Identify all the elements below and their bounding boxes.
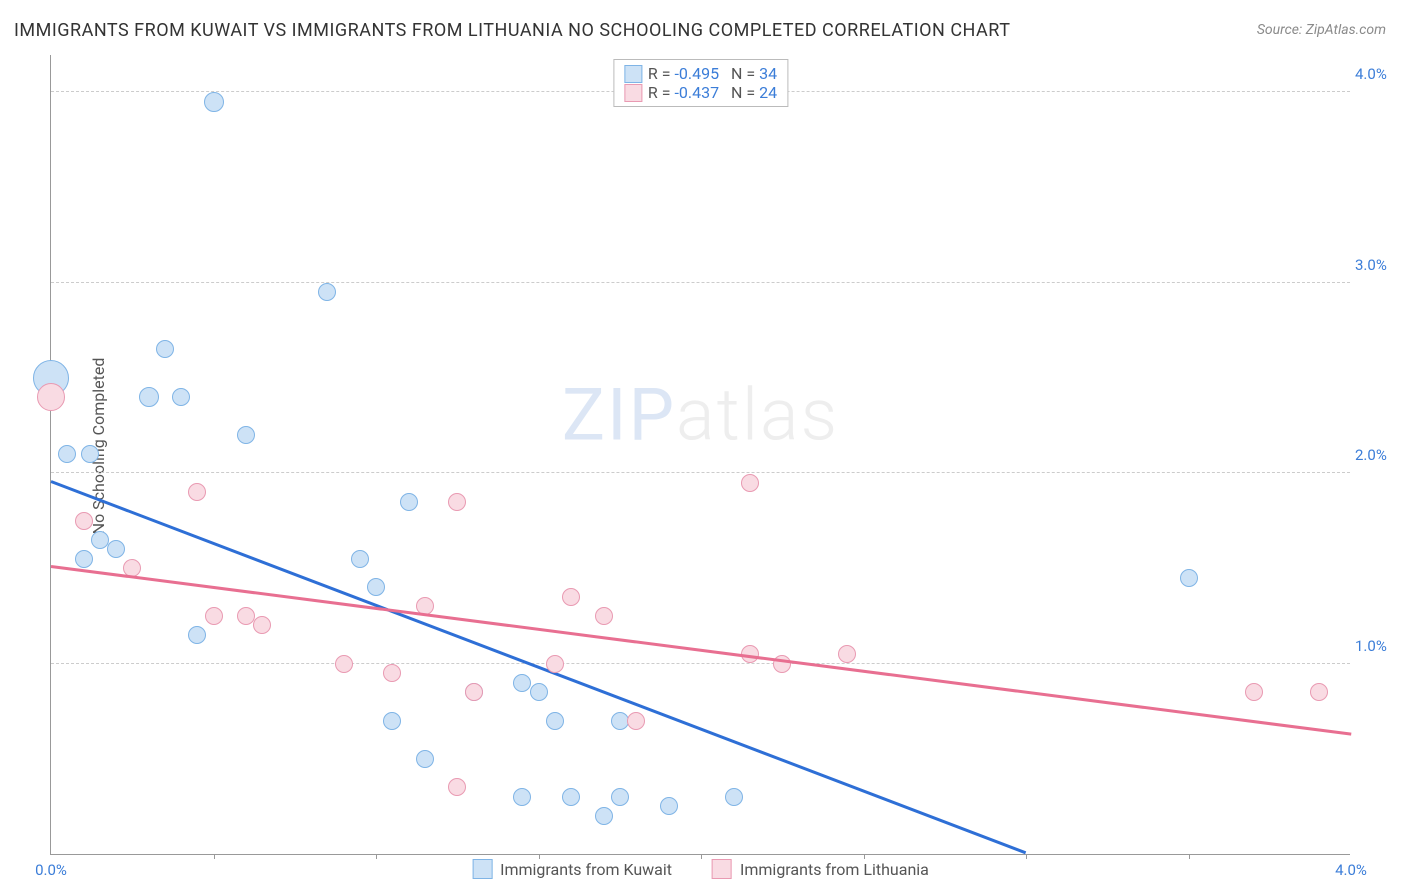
data-point [351, 550, 369, 568]
data-point [595, 607, 613, 625]
legend-correlation: R = -0.495 N = 34R = -0.437 N = 24 [613, 59, 788, 107]
data-point [75, 550, 93, 568]
y-tick-label: 1.0% [1355, 637, 1400, 655]
data-point [205, 607, 223, 625]
data-point [562, 588, 580, 606]
gridline-h [51, 663, 1350, 664]
chart-title: IMMIGRANTS FROM KUWAIT VS IMMIGRANTS FRO… [14, 20, 1010, 41]
legend-correlation-text: R = -0.495 N = 34 [648, 64, 777, 83]
data-point [81, 445, 99, 463]
data-point [530, 683, 548, 701]
legend-swatch [472, 859, 492, 879]
data-point [448, 493, 466, 511]
data-point [400, 493, 418, 511]
y-tick-label: 3.0% [1355, 256, 1400, 274]
x-tick-label: 4.0% [1335, 861, 1367, 879]
data-point [318, 283, 336, 301]
watermark-zip: ZIP [562, 372, 676, 457]
data-point [383, 712, 401, 730]
data-point [107, 540, 125, 558]
data-point [513, 788, 531, 806]
data-point [58, 445, 76, 463]
legend-correlation-text: R = -0.437 N = 24 [648, 83, 777, 102]
source-attribution: Source: ZipAtlas.com [1257, 22, 1386, 38]
data-point [139, 387, 159, 407]
x-tick-label: 0.0% [35, 861, 67, 879]
data-point [253, 616, 271, 634]
trend-line [50, 480, 1026, 854]
data-point [627, 712, 645, 730]
data-point [237, 607, 255, 625]
y-tick-label: 2.0% [1355, 446, 1400, 464]
data-point [172, 388, 190, 406]
legend-swatch [624, 84, 642, 102]
legend-swatch [712, 859, 732, 879]
data-point [1245, 683, 1263, 701]
data-point [546, 712, 564, 730]
x-minor-tick [1026, 854, 1027, 859]
x-minor-tick [214, 854, 215, 859]
gridline-h [51, 282, 1350, 283]
x-minor-tick [1189, 854, 1190, 859]
data-point [91, 531, 109, 549]
data-point [562, 788, 580, 806]
legend-series-item: Immigrants from Lithuania [712, 859, 929, 879]
data-point [188, 626, 206, 644]
data-point [37, 383, 65, 411]
data-point [75, 512, 93, 530]
chart-container: IMMIGRANTS FROM KUWAIT VS IMMIGRANTS FRO… [0, 0, 1406, 892]
data-point [513, 674, 531, 692]
data-point [741, 474, 759, 492]
data-point [546, 655, 564, 673]
data-point [416, 750, 434, 768]
data-point [725, 788, 743, 806]
data-point [237, 426, 255, 444]
data-point [595, 807, 613, 825]
plot-area: ZIPatlas 1.0%2.0%3.0%4.0%0.0%4.0%R = -0.… [50, 55, 1350, 855]
data-point [465, 683, 483, 701]
watermark: ZIPatlas [562, 372, 839, 457]
data-point [773, 655, 791, 673]
data-point [1180, 569, 1198, 587]
data-point [611, 788, 629, 806]
legend-series-label: Immigrants from Lithuania [740, 860, 929, 879]
legend-series-item: Immigrants from Kuwait [472, 859, 672, 879]
data-point [383, 664, 401, 682]
legend-series-label: Immigrants from Kuwait [500, 860, 672, 879]
data-point [838, 645, 856, 663]
data-point [156, 340, 174, 358]
data-point [448, 778, 466, 796]
data-point [1310, 683, 1328, 701]
gridline-h [51, 472, 1350, 473]
y-tick-label: 4.0% [1355, 65, 1400, 83]
legend-correlation-row: R = -0.437 N = 24 [624, 83, 777, 102]
trend-line [51, 565, 1351, 736]
data-point [335, 655, 353, 673]
legend-correlation-row: R = -0.495 N = 34 [624, 64, 777, 83]
x-minor-tick [376, 854, 377, 859]
legend-swatch [624, 65, 642, 83]
data-point [367, 578, 385, 596]
data-point [660, 797, 678, 815]
data-point [188, 483, 206, 501]
data-point [204, 92, 224, 112]
watermark-atlas: atlas [676, 372, 839, 457]
legend-series: Immigrants from Kuwait Immigrants from Li… [472, 859, 929, 879]
